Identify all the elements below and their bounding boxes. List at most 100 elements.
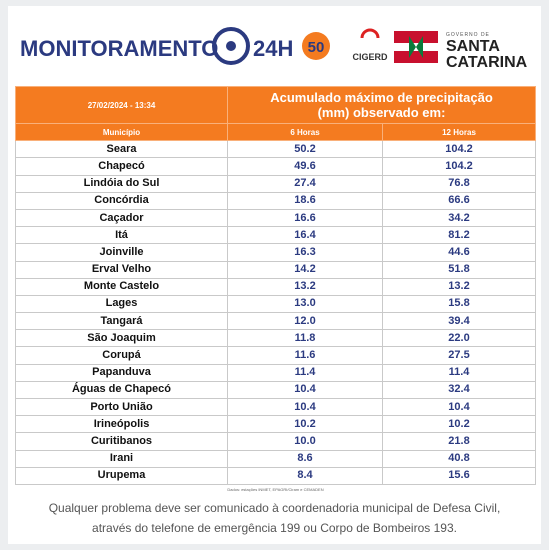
badge-circle: [302, 32, 330, 60]
column-header: 12 Horas: [381, 122, 537, 142]
gov-label: GOVERNO DE: [446, 32, 490, 38]
value-cell: 49.6: [227, 157, 383, 176]
row: Chapecó 49.6 104.2: [15, 157, 537, 176]
value-cell: 13.0: [227, 294, 383, 314]
card: MONITORAMENTO 24H 50 CIGERD GOVERNO DE S…: [8, 6, 541, 544]
row: Águas de Chapecó 10.4 32.4: [15, 380, 537, 400]
title-suffix: 24H: [253, 36, 293, 61]
value-cell: 15.6: [381, 466, 537, 485]
municipality-cell: Tangará: [15, 312, 228, 331]
municipality-cell: Curitibanos: [15, 432, 228, 451]
value-cell: 16.3: [227, 243, 383, 262]
value-cell: 10.2: [227, 415, 383, 434]
flag-emblem: [409, 36, 423, 58]
row: Irineópolis 10.2 10.2: [15, 415, 537, 434]
value-cell: 51.8: [381, 260, 537, 279]
row: Seara 50.2 104.2: [15, 140, 537, 159]
municipality-cell: Chapecó: [15, 157, 228, 176]
logo-ring: [212, 27, 250, 65]
header: MONITORAMENTO 24H 50 CIGERD GOVERNO DE S…: [20, 27, 528, 71]
row: Irani 8.6 40.8: [15, 449, 537, 468]
row: Tangará 12.0 39.4: [15, 312, 537, 331]
value-cell: 81.2: [381, 226, 537, 245]
row: Monte Castelo 13.2 13.2: [15, 277, 537, 296]
municipality-cell: Concórdia: [15, 191, 228, 210]
value-cell: 16.4: [227, 226, 383, 245]
value-cell: 104.2: [381, 157, 537, 176]
row: Lages 13.0 15.8: [15, 294, 537, 314]
municipality-cell: São Joaquim: [15, 329, 228, 348]
value-cell: 10.4: [227, 380, 383, 400]
value-cell: 11.4: [227, 363, 383, 382]
value-cell: 13.2: [227, 277, 383, 296]
value-cell: 39.4: [381, 312, 537, 331]
value-cell: 27.5: [381, 346, 537, 365]
municipality-cell: Lages: [15, 294, 228, 314]
value-cell: 15.8: [381, 294, 537, 314]
title: MONITORAMENTO: [20, 36, 218, 61]
value-cell: 11.8: [227, 329, 383, 348]
municipality-cell: Urupema: [15, 466, 228, 485]
value-cell: 12.0: [227, 312, 383, 331]
source-row: Dados: estações INMET, EPAGRI/Ciram e CE…: [16, 484, 536, 494]
gov-name: SANTA: [446, 38, 500, 55]
column-header: 6 Horas: [227, 122, 383, 142]
footer-line: através do telefone de emergência 199 ou…: [92, 521, 457, 535]
badge: 50: [308, 39, 325, 56]
municipality-cell: Corupá: [15, 346, 228, 365]
value-cell: 13.2: [381, 277, 537, 296]
value-cell: 8.4: [227, 466, 383, 485]
value-cell: 104.2: [381, 140, 537, 159]
table-body: 27/02/2024 - 13:34 Acumulado máximo de p…: [15, 86, 537, 494]
municipality-cell: Lindóia do Sul: [15, 174, 228, 193]
municipality-cell: Papanduva: [15, 363, 228, 382]
municipality-cell: Seara: [15, 140, 228, 159]
row: Corupá 11.6 27.5: [15, 346, 537, 365]
value-cell: 34.2: [381, 208, 537, 228]
row: Itá 16.4 81.2: [15, 226, 537, 245]
table: 27/02/2024 - 13:34 Acumulado máximo de p…: [15, 86, 537, 494]
municipality-cell: Águas de Chapecó: [15, 380, 228, 400]
municipality-cell: Itá: [15, 226, 228, 245]
agency-icon: [360, 28, 380, 39]
table-title: Acumulado máximo de precipitação (mm) ob…: [226, 86, 537, 124]
value-cell: 18.6: [227, 191, 383, 210]
municipality-cell: Irani: [15, 449, 228, 468]
row: Joinville 16.3 44.6: [15, 243, 537, 262]
municipality-cell: Erval Velho: [15, 260, 228, 279]
footer: Qualquer problema deve ser comunicado à …: [8, 498, 541, 538]
value-cell: 76.8: [381, 174, 537, 193]
value-cell: 22.0: [381, 329, 537, 348]
municipality-cell: Irineópolis: [15, 415, 228, 434]
value-cell: 10.2: [381, 415, 537, 434]
row: Papanduva 11.4 11.4: [15, 363, 537, 382]
value-cell: 32.4: [381, 380, 537, 400]
municipality-cell: Porto União: [15, 397, 228, 417]
row: São Joaquim 11.8 22.0: [15, 329, 537, 348]
municipality-cell: Caçador: [15, 208, 228, 228]
logo-dot: [226, 41, 236, 51]
row: Urupema 8.4 15.6: [15, 466, 537, 485]
value-cell: 11.6: [227, 346, 383, 365]
value-cell: 44.6: [381, 243, 537, 262]
value-cell: 10.4: [381, 397, 537, 417]
value-cell: 50.2: [227, 140, 383, 159]
value-cell: 8.6: [227, 449, 383, 468]
value-cell: 14.2: [227, 260, 383, 279]
value-cell: 11.4: [381, 363, 537, 382]
value-cell: 21.8: [381, 432, 537, 451]
column-header: Município: [15, 122, 228, 142]
row: Erval Velho 14.2 51.8: [15, 260, 537, 279]
value-cell: 40.8: [381, 449, 537, 468]
column-row: Município 6 Horas 12 Horas: [15, 122, 537, 142]
row: Porto União 10.4 10.4: [15, 397, 537, 417]
value-cell: 10.4: [227, 397, 383, 417]
value-cell: 27.4: [227, 174, 383, 193]
value-cell: 66.6: [381, 191, 537, 210]
value-cell: 10.0: [227, 432, 383, 451]
row: Concórdia 18.6 66.6: [15, 191, 537, 210]
row: Caçador 16.6 34.2: [15, 208, 537, 228]
row: Curitibanos 10.0 21.8: [15, 432, 537, 451]
value-cell: 16.6: [227, 208, 383, 228]
